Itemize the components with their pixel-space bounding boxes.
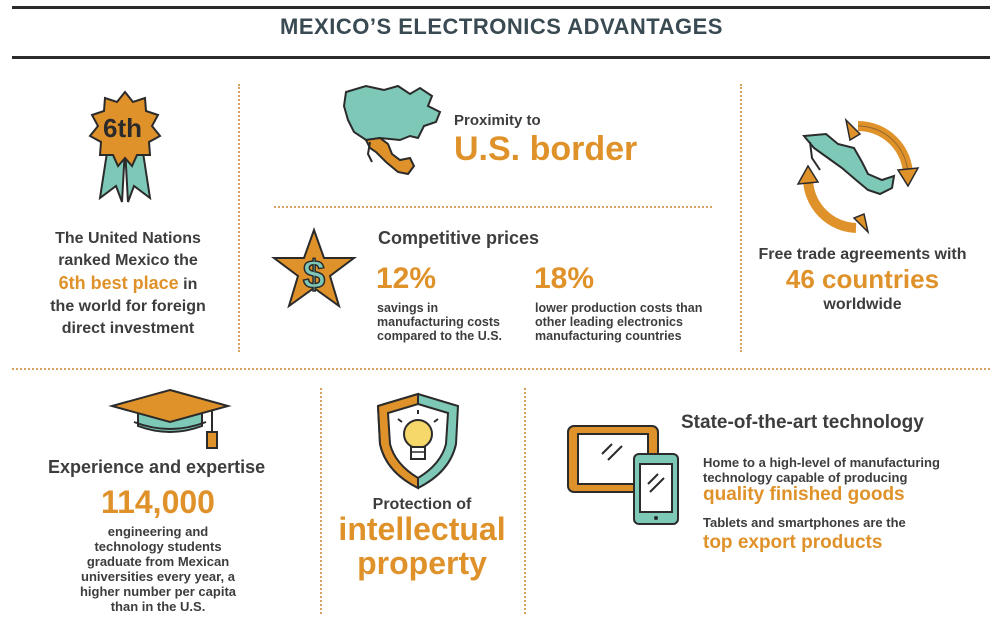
tech-desc2: Tablets and smartphones are the	[703, 515, 906, 530]
un-rank-line: direct investment	[61, 320, 195, 337]
svg-text:$: $	[303, 253, 325, 297]
ip-headline: intellectual property	[322, 512, 522, 580]
tech-highlight2: top export products	[703, 532, 883, 553]
mexico-cycle-icon	[796, 117, 920, 235]
desc-line: engineering and	[107, 524, 209, 539]
proximity-headline: U.S. border	[454, 130, 638, 168]
un-rank-line: the world for foreign	[50, 298, 206, 315]
desc-line: technology capable of producing	[703, 470, 908, 485]
divider	[524, 388, 526, 614]
un-rank-highlight: 6th best place	[58, 273, 179, 293]
tech-desc1: Home to a high-level of manufacturing te…	[703, 455, 983, 485]
rank-badge-text: 6th	[103, 113, 142, 143]
page-title: MEXICO’S ELECTRONICS ADVANTAGES	[280, 14, 723, 39]
north-america-map-icon	[342, 84, 442, 176]
ip-headline-line: intellectual	[338, 511, 506, 547]
desc-line: lower production costs than	[535, 301, 703, 315]
ip-label: Protection of	[372, 496, 472, 513]
desc-line: graduate from Mexican	[86, 554, 230, 569]
desc-line: Home to a high-level of manufacturing	[703, 455, 940, 470]
prices-stat1-value: 12%	[376, 262, 437, 295]
header-top-rule	[12, 6, 990, 9]
desc-line: technology students	[94, 539, 222, 554]
desc-line: higher number per capita	[79, 584, 237, 599]
desc-line: manufacturing costs	[377, 315, 500, 329]
expertise-title: Experience and expertise	[48, 457, 266, 477]
ribbon-badge-icon	[88, 90, 162, 203]
un-rank-line: The United Nations	[55, 230, 201, 247]
divider	[740, 84, 742, 352]
lightbulb-shield-icon	[376, 392, 460, 490]
tablet-phone-icon	[567, 425, 679, 525]
ip-headline-line: property	[357, 545, 487, 581]
prices-stat2-value: 18%	[534, 262, 595, 295]
desc-line: savings in	[377, 301, 439, 315]
prices-stat1-desc: savings in manufacturing costs compared …	[377, 301, 527, 343]
un-rank-line-rest: in	[178, 276, 198, 293]
un-rank-text: The United Nations ranked Mexico the 6th…	[30, 228, 226, 340]
desc-line: universities every year, a	[81, 569, 235, 584]
desc-line: than in the U.S.	[110, 599, 206, 614]
graduation-cap-icon	[108, 388, 232, 449]
trade-headline: 46 countries	[785, 264, 940, 294]
desc-line: compared to the U.S.	[377, 329, 503, 343]
header-bottom-rule	[12, 56, 990, 59]
un-rank-line: ranked Mexico the	[58, 252, 198, 269]
tech-highlight1: quality finished goods	[703, 484, 905, 505]
trade-label: Free trade agreements with	[758, 246, 967, 263]
trade-suffix: worldwide	[823, 296, 902, 313]
proximity-label: Proximity to	[454, 112, 541, 129]
desc-line: manufacturing countries	[535, 329, 682, 343]
dollar-star-icon: $	[271, 227, 357, 309]
tech-title: State-of-the-art technology	[681, 412, 924, 433]
divider	[12, 368, 990, 370]
divider	[274, 206, 712, 208]
desc-line: other leading electronics	[535, 315, 683, 329]
expertise-value: 114,000	[101, 484, 215, 520]
expertise-desc: engineering and technology students grad…	[40, 524, 276, 614]
prices-stat2-desc: lower production costs than other leadin…	[535, 301, 725, 343]
un-rank-line: 6th best place in	[30, 272, 226, 296]
divider	[238, 84, 240, 352]
divider	[320, 388, 322, 614]
prices-title: Competitive prices	[378, 228, 540, 248]
